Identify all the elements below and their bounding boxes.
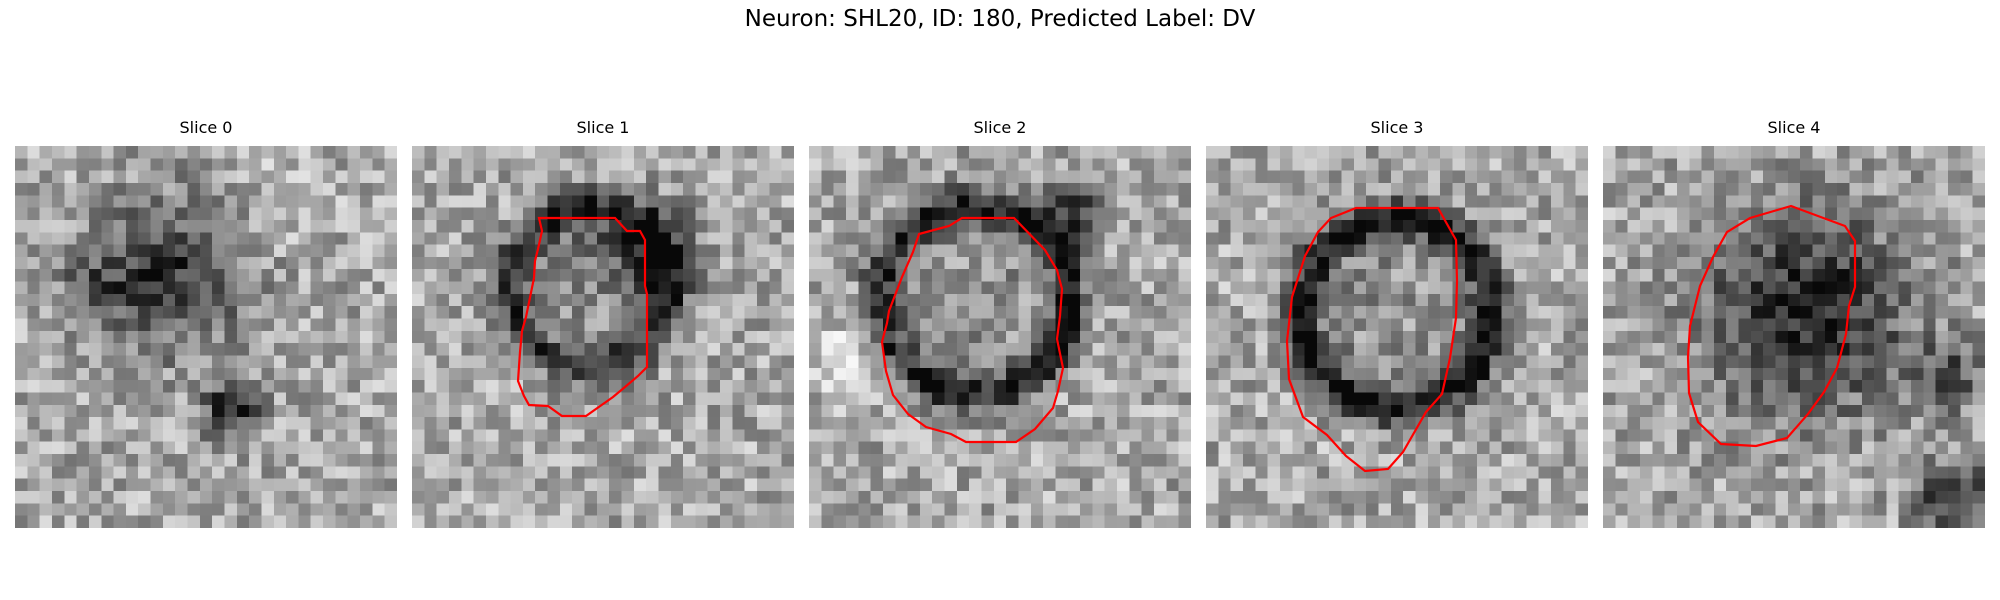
- roi-contour: [1686, 204, 1857, 448]
- grayscale-image: [15, 146, 397, 528]
- grayscale-image: [1206, 146, 1588, 528]
- slice-panel-1: Slice 1: [412, 117, 794, 528]
- slice-panel-2: Slice 2: [809, 117, 1191, 528]
- slice-title: Slice 1: [576, 118, 630, 137]
- slice-title: Slice 2: [973, 118, 1027, 137]
- grayscale-image: [809, 146, 1191, 528]
- slice-image: [412, 146, 794, 528]
- slice-image: [1603, 146, 1985, 528]
- slice-panel-3: Slice 3: [1206, 117, 1588, 528]
- slice-image: [15, 146, 397, 528]
- slice-title: Slice 0: [179, 118, 233, 137]
- slice-title: Slice 4: [1767, 118, 1821, 137]
- grayscale-image: [1603, 146, 1985, 528]
- figure-title: Neuron: SHL20, ID: 180, Predicted Label:…: [744, 6, 1256, 32]
- grayscale-image: [412, 146, 794, 528]
- roi-contour: [880, 216, 1065, 444]
- slice-image: [809, 146, 1191, 528]
- roi-contour: [1285, 206, 1459, 473]
- roi-contour: [516, 216, 649, 418]
- slice-title: Slice 3: [1370, 118, 1424, 137]
- slice-panel-4: Slice 4: [1603, 117, 1985, 528]
- slice-image: [1206, 146, 1588, 528]
- slice-panel-0: Slice 0: [15, 117, 397, 528]
